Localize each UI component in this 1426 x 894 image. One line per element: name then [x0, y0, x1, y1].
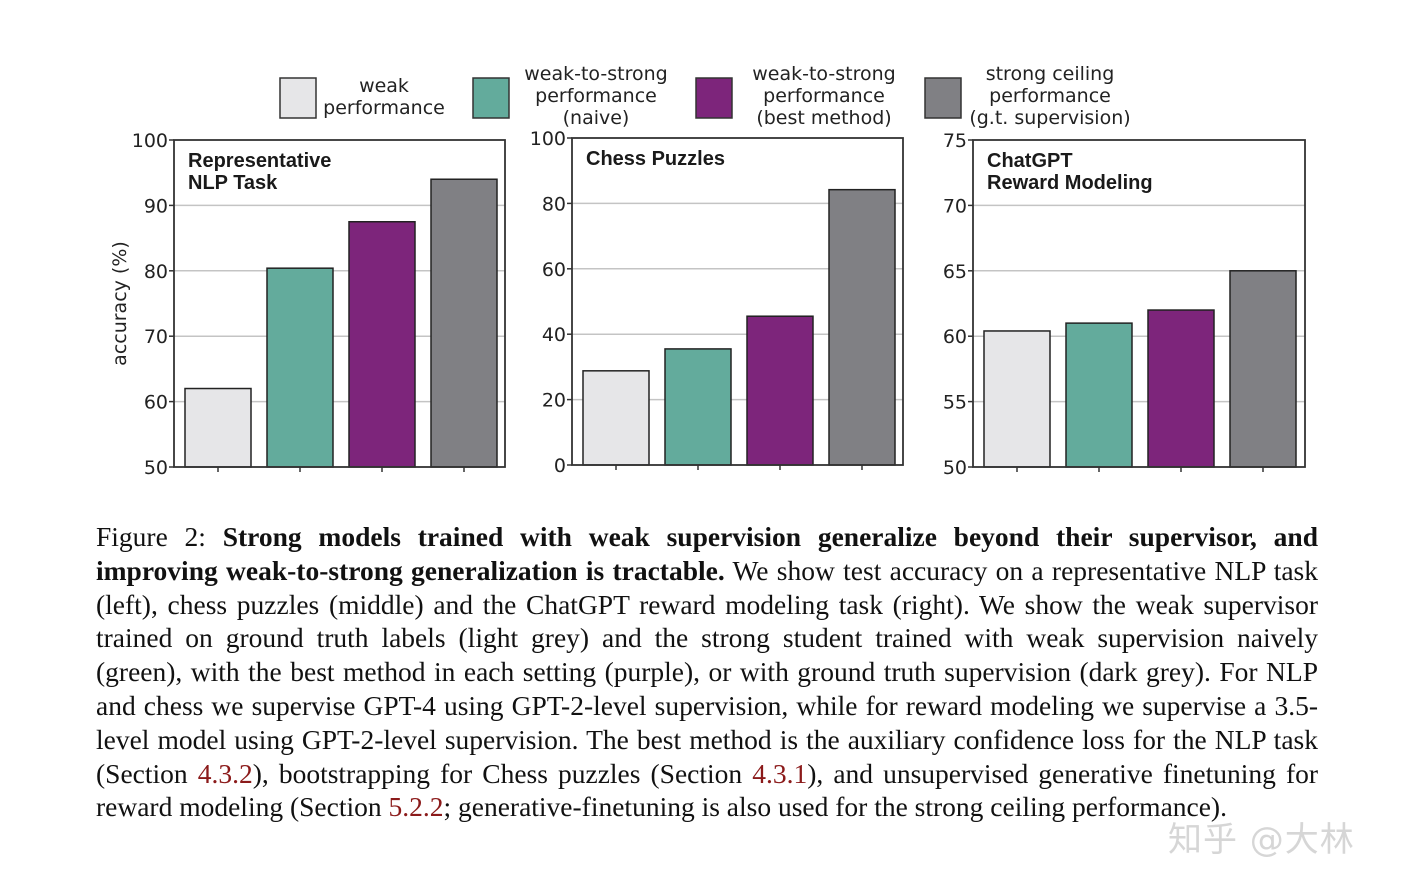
legend-label: weak-to-strong — [752, 63, 895, 85]
panel-title: ChatGPT — [987, 150, 1073, 172]
section-link[interactable]: 4.3.1 — [752, 757, 808, 789]
y-tick-label: 20 — [542, 390, 566, 412]
y-tick-label: 75 — [943, 130, 967, 152]
legend-label: weak-to-strong — [524, 63, 667, 85]
bar — [348, 221, 416, 468]
watermark: 知乎 @大林 — [1168, 820, 1355, 860]
y-tick-label: 80 — [542, 193, 566, 215]
y-tick-label: 80 — [144, 261, 168, 283]
legend-label: performance — [989, 85, 1111, 107]
bar — [266, 267, 334, 468]
bar — [983, 330, 1051, 468]
caption-text: ), and unsupervised generative finetunin… — [96, 757, 1319, 823]
y-tick-label: 60 — [943, 326, 967, 348]
y-tick-label: 60 — [542, 259, 566, 281]
bar — [1147, 309, 1215, 468]
plot-frame — [173, 139, 506, 468]
caption-text: We show test accuracy on a representativ… — [96, 554, 1318, 789]
caption-text: ), bootstrapping for Chess puzzles (Sect… — [252, 757, 753, 789]
caption-text: ; generative-finetuning is also used for… — [443, 791, 1227, 823]
y-tick-label: 50 — [144, 457, 168, 479]
legend-label: (naive) — [563, 107, 630, 129]
y-axis-label: accuracy (%) — [109, 241, 131, 366]
plot-frame — [972, 139, 1306, 468]
y-tick-label: 55 — [943, 392, 967, 414]
panel-title: NLP Task — [188, 172, 278, 194]
legend-label: performance — [535, 85, 657, 107]
plot-frame — [571, 137, 904, 466]
section-link[interactable]: 5.2.2 — [388, 791, 444, 823]
y-tick-label: 0 — [554, 455, 566, 477]
caption-bold-text: Strong models trained with weak supervis… — [96, 521, 1318, 586]
panel-title: Representative — [188, 150, 331, 172]
section-link[interactable]: 4.3.2 — [197, 757, 253, 789]
y-tick-label: 100 — [530, 128, 566, 150]
panel-title: Reward Modeling — [987, 172, 1153, 194]
legend-label: performance — [763, 85, 885, 107]
y-tick-label: 40 — [542, 324, 566, 346]
legend-swatch — [924, 77, 962, 119]
bar — [746, 315, 814, 466]
caption-text: Figure 2: — [96, 521, 223, 552]
legend-swatch — [695, 77, 733, 119]
y-tick-label: 70 — [144, 326, 168, 348]
legend-swatch — [279, 77, 317, 119]
legend-label: (best method) — [756, 107, 891, 129]
bar — [664, 348, 732, 466]
bar — [184, 387, 252, 468]
legend-label: weak — [359, 75, 409, 97]
bar — [582, 370, 650, 466]
figure-2-charts: weakperformanceweak-to-strongperformance… — [109, 63, 1306, 479]
bar — [1229, 270, 1297, 468]
y-tick-label: 90 — [144, 195, 168, 217]
bar — [828, 188, 896, 466]
figure-caption: Figure 2: Strong models trained with wea… — [96, 520, 1318, 824]
bar — [1065, 322, 1133, 468]
legend-label: performance — [323, 97, 445, 119]
y-tick-label: 100 — [132, 130, 168, 152]
panel-title: Chess Puzzles — [586, 148, 725, 170]
legend-label: (g.t. supervision) — [969, 107, 1130, 129]
legend-label: strong ceiling — [986, 63, 1115, 85]
y-tick-label: 70 — [943, 195, 967, 217]
y-tick-label: 65 — [943, 261, 967, 283]
y-tick-label: 50 — [943, 457, 967, 479]
y-tick-label: 60 — [144, 392, 168, 414]
bar — [430, 178, 498, 468]
legend-swatch — [472, 77, 510, 119]
